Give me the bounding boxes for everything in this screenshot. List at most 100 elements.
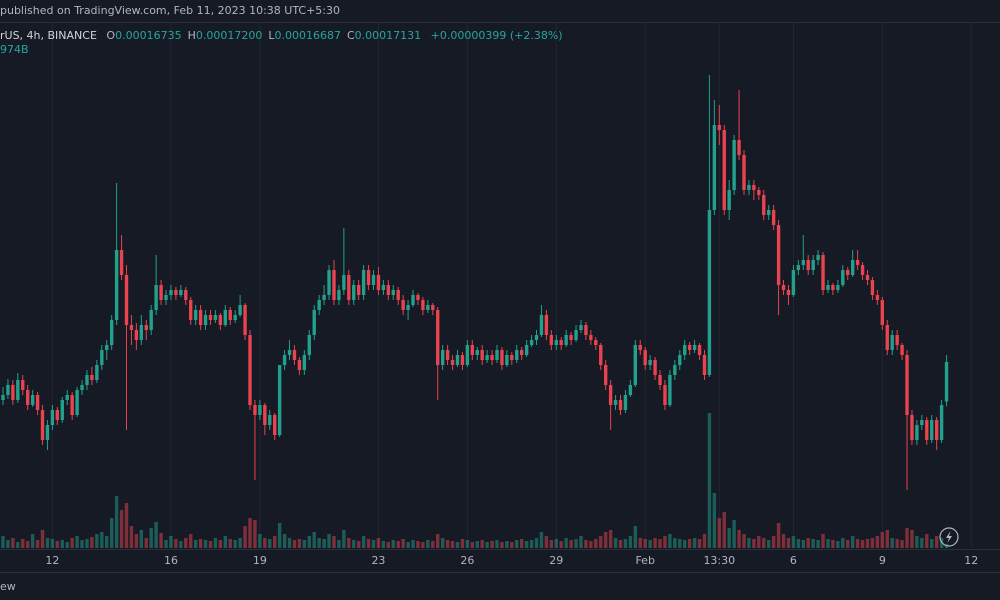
volume-bar [40,530,45,548]
volume-bar [253,520,257,548]
volume-bar [821,534,825,548]
candle-body [663,385,667,405]
candle-body [490,355,494,360]
candle-body [287,350,292,355]
volume-bar [164,540,168,548]
volume-bar [683,540,687,548]
volume-bar [352,540,356,548]
candle-body [653,360,657,375]
volume-bar [692,538,697,548]
candle-body [95,365,99,380]
volume-bar [238,538,242,548]
volume-bar [860,540,865,548]
candle-body [771,210,776,225]
candle-body [890,335,894,350]
volume-bar [515,540,519,548]
volume-bar [673,538,677,548]
candle-body [687,345,692,350]
volume-bar [781,534,786,548]
candle-body [203,315,208,325]
candle-body [277,365,282,435]
volume-bar [727,528,731,548]
volume-bar [317,538,321,548]
volume-bar [60,540,64,548]
volume-bar [885,530,889,548]
volume-bar [638,538,642,548]
candle-body [915,425,919,440]
candle-body [791,270,796,295]
volume-bar [119,510,124,548]
lightning-circle[interactable] [939,527,959,547]
candle-body [836,285,840,290]
volume-bar [332,536,336,548]
volume-bar [159,533,163,548]
candle-body [584,325,588,335]
legend-value: 0.00017200 [195,29,263,42]
volume-bar [737,530,741,548]
volume-bar [26,541,30,548]
candle-body [767,210,771,215]
candle-body [159,285,163,300]
lightning-button[interactable] [939,527,959,547]
volume-bar [223,536,227,548]
volume-bar [480,540,484,548]
volume-bar [100,532,104,548]
x-tick-label: 13:30 [703,554,735,567]
candle-body [905,355,909,415]
volume-bar [376,538,381,548]
candle-body [396,290,400,300]
volume-bar [154,522,158,548]
volume-bar [524,541,529,548]
candle-body [475,350,479,355]
change: +0.00000399 (+2.38%) [430,29,563,42]
candle-body [16,380,20,400]
volume-bar [411,540,415,548]
volume-bar [875,536,880,548]
candle-body [282,355,287,365]
x-tick-label: 12 [964,554,978,567]
candle-body [559,340,563,345]
volume-bar [549,540,554,548]
x-tick-label: 29 [549,554,563,567]
candle-body [594,340,598,345]
candle-body [480,350,484,360]
volume-bar [189,534,193,548]
volume-bar [465,540,470,548]
candle-body [569,335,573,340]
volume-bar [208,541,213,548]
candle-body [727,190,731,210]
volume-bar [475,541,479,548]
volume-bar [455,542,460,548]
legend: rUS, 4h, BINANCE O0.00016735 H0.00017200 L… [0,29,563,42]
lightning-icon[interactable] [946,531,952,543]
candle-body [233,315,237,320]
candle-body [648,360,652,365]
candle-body [445,350,450,360]
candle-body [21,380,25,390]
volume-bar [816,540,820,548]
candle-body [75,390,79,415]
candle-body [628,385,633,395]
volume-bar [510,542,514,548]
candle-body [554,340,558,345]
volume-bar [826,539,830,548]
candle-body [213,315,218,320]
volume-bar [579,536,583,548]
volume-bar [287,538,292,548]
volume-bar [297,539,302,548]
volume-bar [342,530,346,548]
x-tick-label: 6 [790,554,797,567]
volume-bar [337,540,341,548]
candle-body [643,350,647,365]
candle-body [406,305,410,310]
volume-bar [431,541,435,548]
candle-body [431,305,435,310]
x-tick-label: 9 [879,554,886,567]
volume-bar [776,523,781,548]
candle-body [806,260,810,270]
candle-body [752,185,756,190]
legend-key: O [106,29,116,42]
candle-body [470,345,474,355]
candle-body [371,275,376,285]
candle-body [134,330,139,340]
